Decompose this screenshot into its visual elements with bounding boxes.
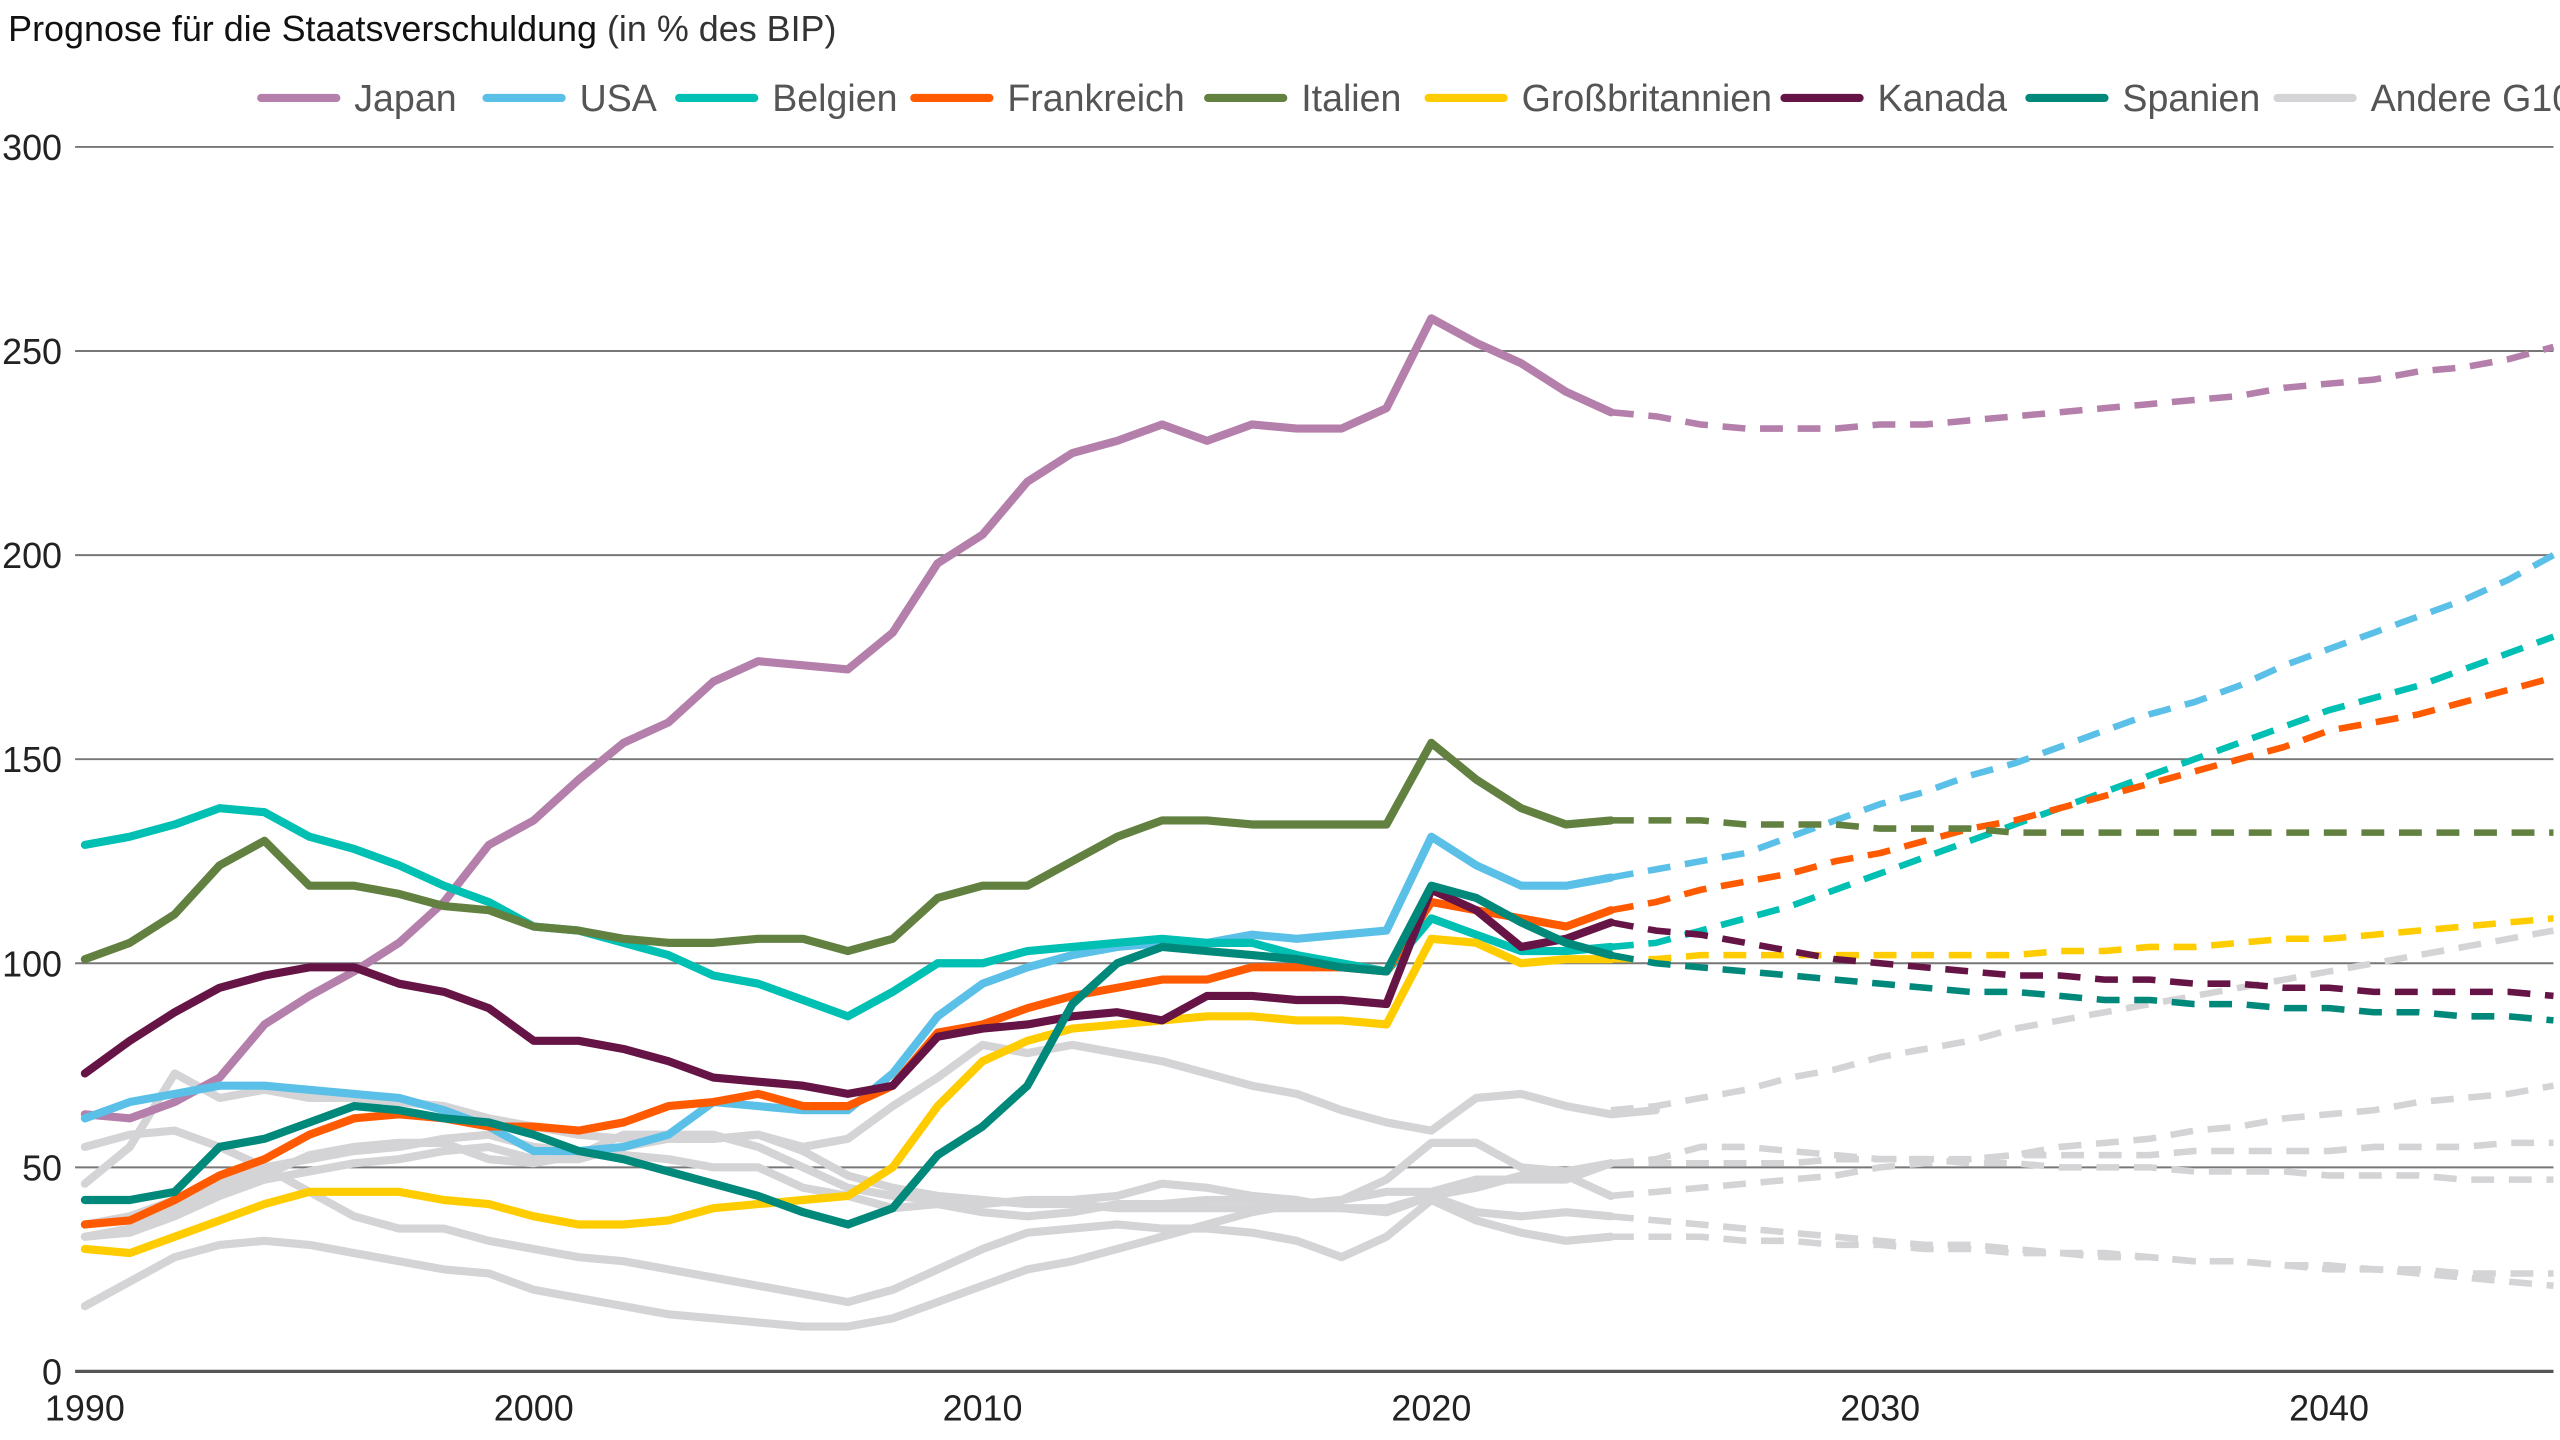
legend-item: Frankreich	[910, 77, 1185, 119]
legend: Japan USA Belgien Frankreich Italien Großbrit…	[257, 77, 2560, 119]
series-lines	[80, 314, 2556, 1331]
forecast-line-spanien	[1610, 951, 2554, 1024]
history-line-japan	[80, 314, 1616, 1123]
legend-label: Japan	[354, 77, 456, 119]
series-usa	[80, 552, 2556, 1156]
history-line-spanien	[80, 881, 1616, 1229]
legend-item: Japan	[257, 77, 457, 119]
chart-title-unit: (in % des BIP)	[607, 8, 836, 49]
history-line-andere-g10	[80, 1130, 1616, 1241]
forecast-line-kanada	[1610, 919, 2554, 1000]
forecast-line-gro-britannien	[1610, 915, 2554, 963]
chart-title: Prognose für die Staatsverschuldung	[8, 8, 597, 49]
history-line-andere-g10	[80, 1040, 1660, 1188]
legend-item: Kanada	[1780, 77, 2008, 119]
forecast-line-andere-g10	[1610, 927, 2555, 1114]
series-japan	[80, 314, 2555, 1123]
x-tick-label: 2040	[2289, 1387, 2369, 1428]
legend-label: Großbritannien	[1522, 77, 1772, 119]
history-line-belgien	[80, 804, 1616, 1021]
legend-label: Frankreich	[1007, 77, 1184, 119]
x-axis: 1990 2000 2010 2020 2030 2040	[45, 1387, 2369, 1428]
series-italien	[80, 738, 2554, 964]
legend-item: Andere G10	[2273, 77, 2560, 119]
series-spanien	[80, 881, 2554, 1229]
y-axis: 0 50 100 150 200 250 300	[2, 127, 62, 1392]
series-kanada	[80, 885, 2554, 1098]
forecast-line-andere-g10	[1610, 1143, 2554, 1183]
y-tick-label: 300	[2, 127, 62, 168]
x-tick-label: 1990	[45, 1387, 125, 1428]
series-gro-britannien	[80, 915, 2554, 1258]
y-tick-label: 100	[2, 943, 62, 984]
legend-label: Kanada	[1878, 77, 2008, 119]
y-tick-label: 150	[2, 739, 62, 780]
x-tick-label: 2000	[494, 1387, 574, 1428]
legend-item: Großbritannien	[1424, 77, 1772, 119]
forecast-line-belgien	[1610, 633, 2555, 951]
history-line-andere-g10	[80, 1126, 1616, 1307]
series-andere-g10	[80, 1082, 2555, 1241]
legend-label: Italien	[1301, 77, 1401, 119]
forecast-line-frankreich	[1610, 674, 2555, 914]
x-tick-label: 2010	[943, 1387, 1023, 1428]
history-line-kanada	[80, 885, 1616, 1098]
forecast-line-japan	[1610, 343, 2555, 432]
history-line-gro-britannien	[80, 934, 1616, 1258]
legend-label: Belgien	[772, 77, 897, 119]
chart-title-group: Prognose für die Staatsverschuldung (in …	[8, 8, 836, 49]
forecast-line-italien	[1610, 817, 2554, 836]
legend-item: USA	[482, 77, 657, 119]
legend-label: Andere G10	[2371, 77, 2560, 119]
gridlines	[75, 145, 2554, 1374]
y-tick-label: 250	[2, 331, 62, 372]
forecast-line-andere-g10	[1610, 1213, 2554, 1289]
history-line-italien	[80, 738, 1616, 964]
y-tick-label: 50	[22, 1147, 62, 1188]
forecast-line-usa	[1610, 552, 2556, 881]
x-tick-label: 2020	[1391, 1387, 1471, 1428]
legend-label: USA	[580, 77, 657, 119]
forecast-line-andere-g10	[1610, 1139, 2554, 1167]
legend-label: Spanien	[2122, 77, 2260, 119]
y-tick-label: 200	[2, 535, 62, 576]
x-tick-label: 2030	[1840, 1387, 1920, 1428]
legend-item: Spanien	[2025, 77, 2260, 119]
y-tick-label: 0	[42, 1351, 62, 1392]
forecast-line-andere-g10	[1610, 1082, 2555, 1200]
series-andere-g10	[80, 927, 2555, 1188]
legend-item: Italien	[1204, 77, 1401, 119]
series-andere-g10	[80, 1126, 2554, 1307]
legend-item: Belgien	[675, 77, 898, 119]
